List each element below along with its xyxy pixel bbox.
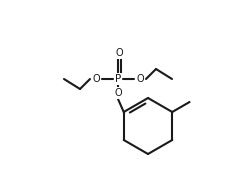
- Text: O: O: [115, 48, 123, 58]
- Text: O: O: [136, 74, 144, 84]
- Text: P: P: [115, 74, 121, 84]
- Text: O: O: [114, 88, 122, 98]
- Text: O: O: [92, 74, 100, 84]
